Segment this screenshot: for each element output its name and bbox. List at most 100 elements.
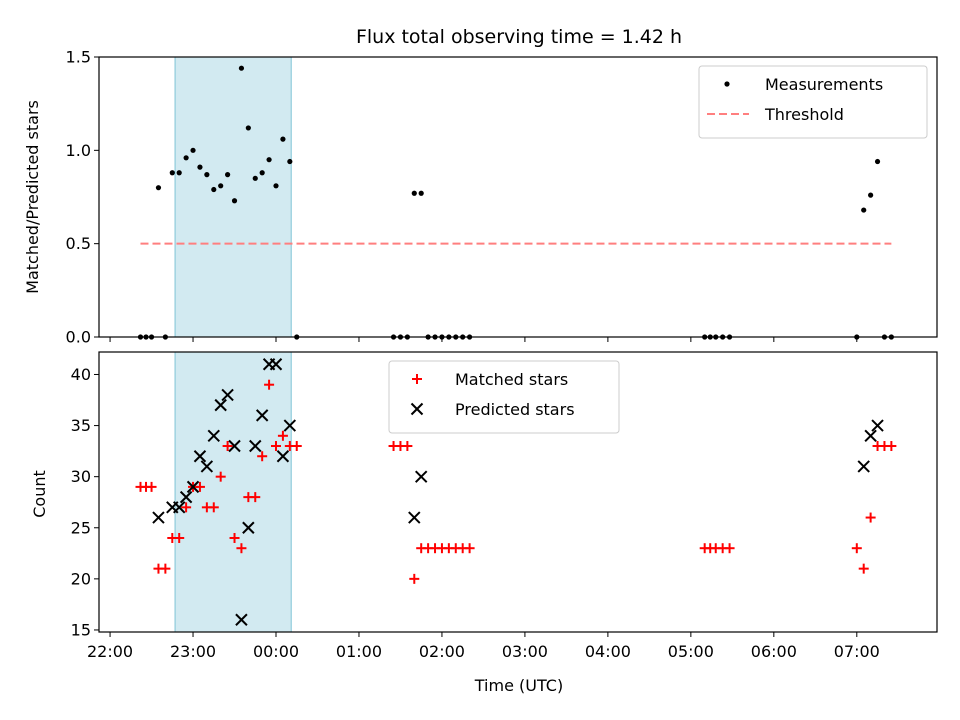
predicted-star-point (408, 511, 421, 524)
measurement-point (287, 158, 293, 165)
predicted-star-point (857, 460, 870, 473)
observing-window-band (174, 56, 292, 338)
measurement-point (273, 183, 279, 189)
x-axis-label: Time (UTC) (474, 676, 563, 695)
measurement-point (183, 155, 189, 161)
y-tick-label: 0.5 (66, 234, 91, 253)
y-tick-label: 20 (71, 569, 91, 588)
measurement-point (190, 147, 196, 153)
predicted-star-point (235, 613, 248, 626)
measurement-point (238, 65, 245, 71)
measurement-point (861, 207, 867, 213)
matched-star-point (174, 532, 185, 543)
predicted-star-point (414, 470, 428, 483)
axes-frame (98, 351, 938, 633)
matched-star-point (402, 441, 413, 452)
measurement-point (266, 157, 272, 163)
matched-star-point (250, 492, 261, 503)
predicted-star-point (283, 419, 297, 432)
predicted-star-point (255, 409, 269, 422)
x-tick-label: 01:00 (336, 642, 382, 661)
x-tick-label: 23:00 (170, 642, 216, 661)
y-tick-label: 0.0 (66, 328, 91, 347)
x-tick-label: 22:00 (87, 642, 133, 661)
predicted-star-point (152, 511, 165, 524)
measurement-point (204, 172, 210, 178)
legend-marker-predicted (410, 402, 424, 416)
predicted-star-point (200, 460, 214, 473)
predicted-star-point (172, 501, 186, 514)
measurement-point (231, 198, 238, 204)
matched-star-point (208, 502, 219, 513)
matched-star-point (271, 441, 282, 452)
matched-star-point (291, 441, 302, 452)
x-tick-label: 04:00 (585, 642, 631, 661)
legend: Matched stars Predicted stars (388, 360, 620, 434)
predicted-star-point (249, 439, 262, 453)
matched-star-point (724, 543, 735, 554)
legend-label: Measurements (765, 75, 883, 94)
predicted-star-point (221, 388, 234, 402)
predicted-star-point (276, 450, 290, 463)
predicted-star-point (871, 419, 884, 432)
matched-star-point (181, 502, 192, 513)
measurement-point (211, 186, 217, 193)
measurement-point (245, 125, 251, 131)
predicted-star-point (207, 429, 220, 443)
predicted-star-point (214, 398, 227, 412)
predicted-star-point (269, 358, 283, 371)
y-tick-label: 40 (71, 365, 91, 384)
measurement-point (868, 192, 874, 198)
y-tick-label: 1.5 (66, 48, 91, 67)
x-tick-label: 06:00 (751, 642, 797, 661)
legend-box (698, 65, 928, 139)
legend-marker-matched (412, 374, 422, 384)
legend-label: Threshold (764, 105, 844, 124)
x-tick-label: 05:00 (668, 642, 714, 661)
x-tick-label: 07:00 (834, 642, 880, 661)
matched-star-point (236, 543, 247, 554)
legend: Measurements Threshold (698, 65, 928, 139)
y-tick-label: 30 (71, 467, 91, 486)
measurement-point (874, 158, 881, 165)
matched-star-point (146, 481, 157, 492)
predicted-star-point (242, 521, 255, 534)
matched-star-point (194, 481, 205, 492)
measurement-point (169, 170, 175, 176)
top-y-axis-label: Matched/Predicted stars (23, 100, 42, 294)
matched-star-point (277, 430, 288, 441)
matched-star-point (851, 543, 862, 554)
measurement-point (418, 190, 424, 196)
matched-star-point (886, 441, 897, 452)
x-tick-label: 00:00 (253, 642, 299, 661)
matched-star-point (858, 563, 869, 574)
y-tick-label: 1.0 (66, 141, 91, 160)
matched-star-point (222, 441, 233, 452)
matched-star-point (229, 532, 240, 543)
legend-label: Predicted stars (455, 400, 575, 419)
predicted-star-point (864, 429, 877, 443)
y-tick-label: 15 (71, 620, 91, 639)
predicted-star-point (186, 480, 200, 494)
measurement-point (280, 136, 286, 142)
matched-star-point (160, 563, 171, 574)
x-tick-label: 02:00 (419, 642, 465, 661)
y-tick-label: 25 (71, 518, 91, 537)
legend-marker-measurement (724, 81, 730, 87)
axes-frame (98, 56, 938, 338)
measurement-point (197, 164, 203, 170)
matched-star-point (464, 543, 475, 554)
measurement-point (225, 172, 231, 178)
observing-window-band (174, 351, 292, 633)
matched-star-point (215, 471, 226, 482)
x-tick-label: 03:00 (502, 642, 548, 661)
measurement-point (411, 190, 417, 196)
y-tick-label: 35 (71, 416, 91, 435)
bottom-y-axis-label: Count (30, 470, 49, 518)
matched-star-point (264, 379, 275, 390)
measurement-point (218, 183, 224, 189)
matched-star-point (257, 451, 268, 462)
measurement-point (259, 170, 265, 176)
matched-star-point (409, 573, 420, 584)
